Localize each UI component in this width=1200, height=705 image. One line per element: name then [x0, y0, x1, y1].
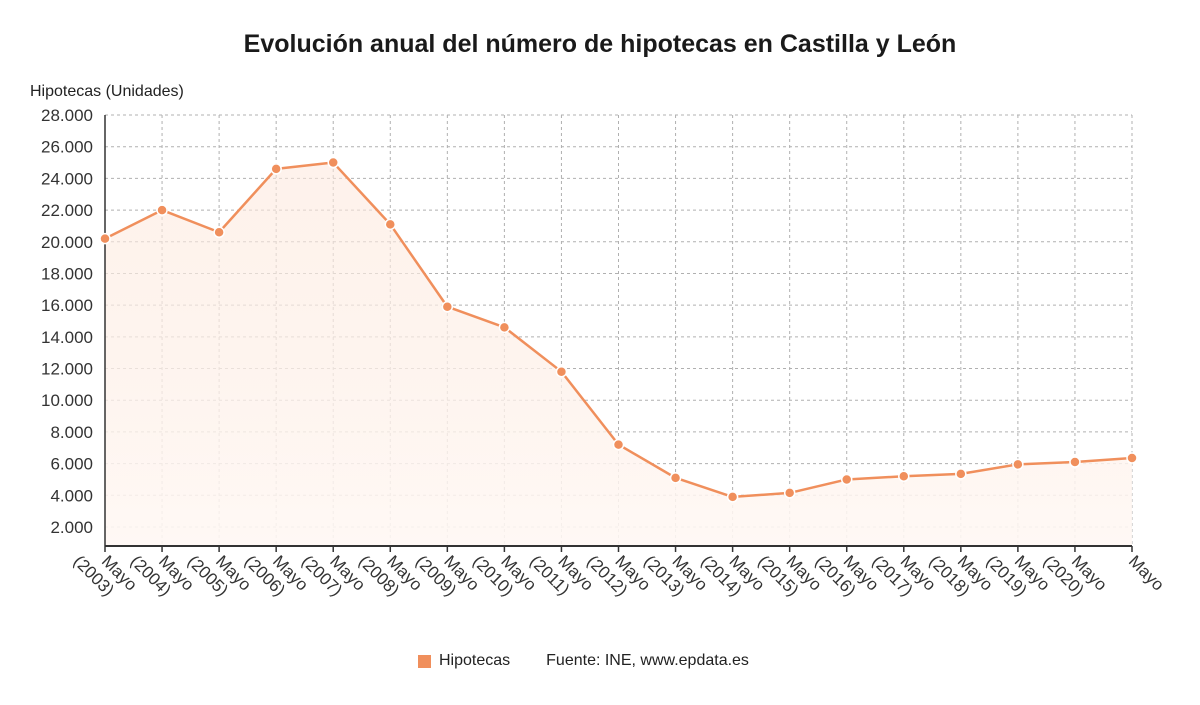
data-point	[898, 470, 910, 483]
data-point	[327, 156, 339, 169]
data-point	[270, 163, 282, 175]
y-tick-label: 12.000	[41, 360, 93, 379]
y-tick-label: 8.000	[50, 423, 93, 442]
y-tick-label: 6.000	[50, 455, 93, 474]
y-tick-label: 4.000	[50, 486, 93, 505]
axes	[104, 115, 1133, 552]
data-point	[1012, 458, 1024, 471]
data-point	[783, 487, 796, 499]
y-tick-label: 2.000	[50, 518, 93, 537]
data-point	[612, 438, 625, 451]
legend-series-label: Hipotecas	[439, 652, 511, 669]
data-point	[441, 300, 454, 313]
svg-text:Mayo: Mayo	[1125, 552, 1168, 595]
y-tick-label: 20.000	[41, 233, 93, 252]
y-tick-label: 26.000	[41, 138, 93, 157]
data-point	[384, 218, 397, 231]
data-points	[99, 156, 1138, 503]
y-tick-label: 24.000	[41, 169, 93, 188]
y-tick-label: 16.000	[41, 296, 93, 315]
area-shape	[105, 162, 1132, 547]
svg-text:Mayo(2017): Mayo(2017)	[868, 537, 939, 608]
chart-title: Evolución anual del número de hipotecas …	[243, 30, 957, 58]
data-point	[1126, 452, 1138, 464]
data-point	[156, 204, 168, 216]
y-tick-label: 18.000	[41, 264, 93, 283]
data-point	[955, 468, 967, 480]
y-tick-label: 10.000	[41, 391, 93, 410]
data-point	[213, 226, 225, 239]
area-fill	[105, 162, 1132, 547]
data-point	[726, 491, 739, 503]
x-tick-label: Mayo(2017)	[868, 537, 939, 608]
legend-swatch	[418, 654, 431, 668]
y-axis-title: Hipotecas (Unidades)	[30, 83, 184, 100]
x-tick-label: Mayo	[1125, 552, 1168, 595]
data-point	[99, 232, 111, 245]
source-text: Fuente: INE, www.epdata.es	[546, 652, 749, 669]
data-point	[555, 365, 568, 378]
data-point	[669, 472, 682, 484]
y-tick-label: 22.000	[41, 201, 93, 220]
y-tick-labels: 2.000 4.000 6.000 8.000 10.000 12.000 14.000 16…	[41, 106, 93, 537]
data-point	[840, 473, 853, 486]
legend: Hipotecas Fuente: INE, www.epdata.es	[418, 650, 749, 672]
y-tick-label: 28.000	[41, 106, 93, 125]
data-point	[498, 321, 511, 334]
data-point	[1069, 456, 1081, 468]
y-tick-label: 14.000	[41, 328, 93, 347]
